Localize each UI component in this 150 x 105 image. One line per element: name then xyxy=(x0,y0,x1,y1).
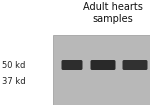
Bar xyxy=(53,35,150,105)
Text: 50 kd: 50 kd xyxy=(2,60,25,70)
FancyBboxPatch shape xyxy=(61,60,82,70)
FancyBboxPatch shape xyxy=(90,60,116,70)
Text: Adult hearts
samples: Adult hearts samples xyxy=(82,2,142,24)
Text: 37 kd: 37 kd xyxy=(2,77,26,87)
FancyBboxPatch shape xyxy=(123,60,147,70)
